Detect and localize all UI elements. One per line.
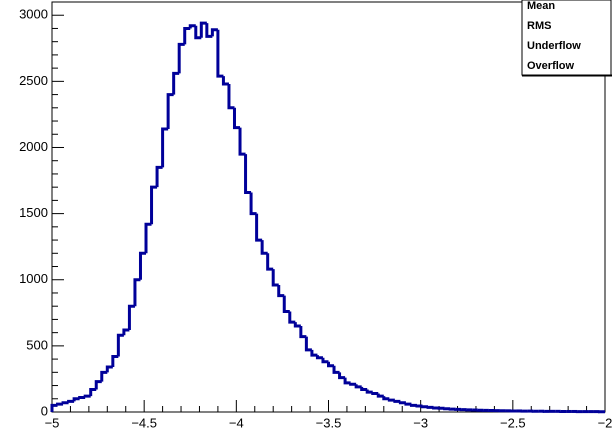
- histogram-bin: [161, 127, 169, 168]
- histogram-bin: [232, 107, 241, 130]
- histogram-bin: [238, 127, 246, 156]
- histogram-bin: [321, 357, 329, 364]
- histogram-bin: [293, 322, 301, 328]
- histogram-bin: [78, 395, 86, 399]
- histogram-bin: [421, 405, 429, 409]
- histogram-bin: [116, 333, 124, 357]
- histogram-bin: [172, 71, 180, 95]
- histogram-bin: [404, 402, 412, 406]
- histogram-bin: [415, 404, 423, 408]
- histogram-bin: [382, 396, 390, 401]
- y-tick-label: 0: [41, 403, 48, 418]
- stats-box: [521, 0, 612, 76]
- histogram-bin: [354, 384, 362, 389]
- histogram-bin: [277, 285, 285, 298]
- histogram-bin: [177, 42, 185, 74]
- histogram-bin: [315, 355, 323, 360]
- histogram-bin: [50, 403, 58, 412]
- histogram-bin: [183, 26, 191, 45]
- histogram-bin: [105, 365, 113, 373]
- histogram-bin: [188, 24, 196, 29]
- histogram-bin: [304, 336, 312, 352]
- histogram-bin: [127, 304, 135, 330]
- histogram-bin: [426, 405, 434, 409]
- histogram-bin: [133, 278, 141, 307]
- x-tick-label: −4.5: [131, 415, 157, 430]
- histogram-bin: [282, 295, 290, 313]
- x-tick-label: −3.5: [316, 415, 342, 430]
- histogram-bin: [409, 403, 417, 407]
- y-tick-label: 1500: [19, 205, 48, 220]
- histogram-bin: [56, 402, 64, 406]
- histogram-bin: [210, 28, 218, 37]
- histogram-bin: [349, 382, 357, 386]
- histogram-bin: [155, 165, 163, 188]
- histogram-bin: [271, 269, 279, 287]
- histogram-bin: [387, 398, 395, 402]
- histogram-bin: [343, 377, 351, 385]
- histogram-bin: [244, 154, 252, 194]
- histogram-bin: [255, 213, 263, 242]
- histogram-bin: [360, 386, 368, 392]
- histogram-bin: [111, 354, 119, 368]
- histogram-bin: [376, 393, 384, 398]
- stats-label: Underflow: [527, 40, 581, 52]
- x-tick-label: −5: [45, 415, 60, 430]
- histogram-bin: [194, 25, 202, 40]
- histogram-bin: [288, 311, 296, 324]
- histogram-bin: [310, 349, 318, 357]
- y-tick-label: 500: [26, 337, 48, 352]
- x-tick-label: −3: [413, 415, 428, 430]
- histogram-bin: [144, 222, 152, 254]
- histogram-bin: [122, 328, 130, 336]
- histogram-bin: [365, 389, 373, 394]
- histogram-bin: [249, 192, 257, 216]
- histogram-bin: [266, 253, 274, 271]
- histogram-bin: [150, 185, 158, 225]
- stats-label: Overflow: [527, 60, 575, 72]
- histogram-bin: [72, 397, 80, 402]
- histogram-bin: [327, 361, 335, 368]
- histogram-bin: [432, 406, 440, 410]
- histogram-bin: [199, 21, 207, 38]
- histogram-bin: [332, 365, 340, 374]
- y-tick-label: 2500: [19, 73, 48, 88]
- x-tick-label: −2: [598, 415, 612, 430]
- histogram-bin: [205, 23, 213, 38]
- histogram-bin: [89, 388, 97, 397]
- stats-label: RMS: [527, 20, 551, 32]
- histogram-bin: [83, 394, 91, 398]
- histogram-bin: [166, 93, 174, 129]
- histogram-bin: [61, 401, 69, 405]
- histogram-bin: [299, 326, 307, 339]
- histogram-bin: [393, 399, 401, 403]
- histogram-bin: [216, 29, 224, 78]
- plot-frame: [51, 1, 606, 413]
- histogram-bin: [260, 240, 268, 255]
- histogram-bin: [227, 84, 235, 110]
- y-tick-label: 3000: [19, 7, 48, 22]
- stats-label: Mean: [527, 0, 555, 12]
- histogram-bin: [338, 372, 346, 380]
- x-tick-label: −2.5: [500, 415, 526, 430]
- histogram-bin: [94, 380, 102, 390]
- histogram-bin: [138, 251, 147, 280]
- x-tick-label: −4: [229, 415, 244, 430]
- histogram-bin: [398, 401, 406, 405]
- histogram-bin: [67, 399, 75, 403]
- histogram-bin: [100, 370, 108, 382]
- y-tick-label: 1000: [19, 271, 48, 286]
- histogram-bin: [221, 76, 229, 86]
- y-tick-label: 2000: [19, 139, 48, 154]
- histogram-bin: [371, 391, 379, 395]
